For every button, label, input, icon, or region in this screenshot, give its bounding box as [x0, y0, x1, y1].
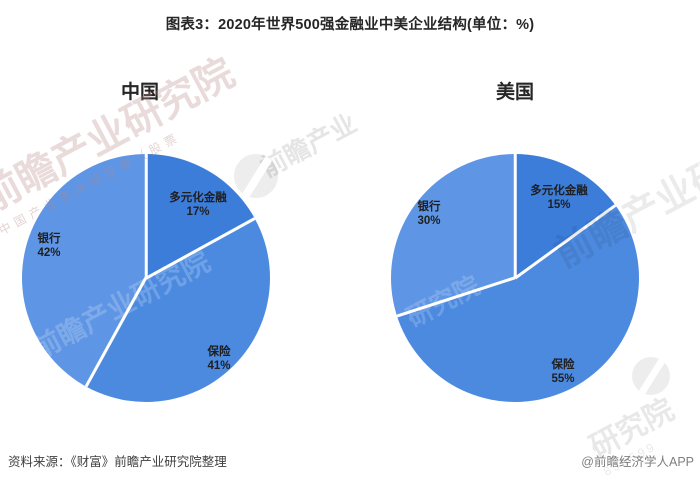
brand-credit: @前瞻经济学人APP: [581, 455, 694, 469]
slice-divider: [396, 276, 516, 318]
watermark-text: 前瞻产业: [255, 107, 362, 184]
slice-percent: 55%: [551, 373, 575, 385]
data-source-note: 资料来源：《财富》前瞻产业研究院整理: [8, 455, 227, 469]
slice-name: 多元化金融: [169, 192, 227, 204]
watermark-brand-middle: 前瞻产业: [253, 103, 362, 185]
slice-label-china-diversified-finance: 多元化金融 17%: [138, 191, 258, 219]
slice-label-usa-diversified-finance: 多元化金融 15%: [499, 184, 619, 212]
slice-divider: [85, 277, 148, 388]
slice-name: 保险: [207, 346, 231, 358]
slice-label-usa-insurance: 保险 55%: [523, 358, 603, 386]
slice-percent: 42%: [37, 247, 61, 259]
pie-heading-china: 中国: [120, 82, 159, 103]
pie-chart-china: [22, 154, 270, 402]
pie-chart-usa: [391, 154, 639, 402]
slice-divider: [144, 154, 148, 278]
slice-percent: 41%: [207, 360, 231, 372]
slice-label-china-insurance: 保险 41%: [159, 345, 279, 373]
slice-divider: [145, 217, 256, 280]
pie-heading-usa: 美国: [495, 82, 534, 103]
slice-name: 多元化金融: [530, 185, 588, 197]
slice-name: 保险: [551, 359, 575, 371]
slice-divider: [514, 204, 617, 280]
slice-divider: [513, 154, 517, 278]
slice-name: 银行: [417, 201, 441, 213]
page-title: 图表3：2020年世界500强金融业中美企业结构(单位：%): [165, 17, 535, 33]
slice-percent: 15%: [547, 199, 571, 211]
slice-label-usa-bank: 银行 30%: [389, 200, 469, 228]
slice-name: 银行: [37, 233, 61, 245]
prospective-logo-icon: [632, 357, 670, 395]
slice-label-china-bank: 银行 42%: [9, 232, 89, 260]
slice-percent: 17%: [186, 206, 210, 218]
slice-percent: 30%: [417, 215, 441, 227]
